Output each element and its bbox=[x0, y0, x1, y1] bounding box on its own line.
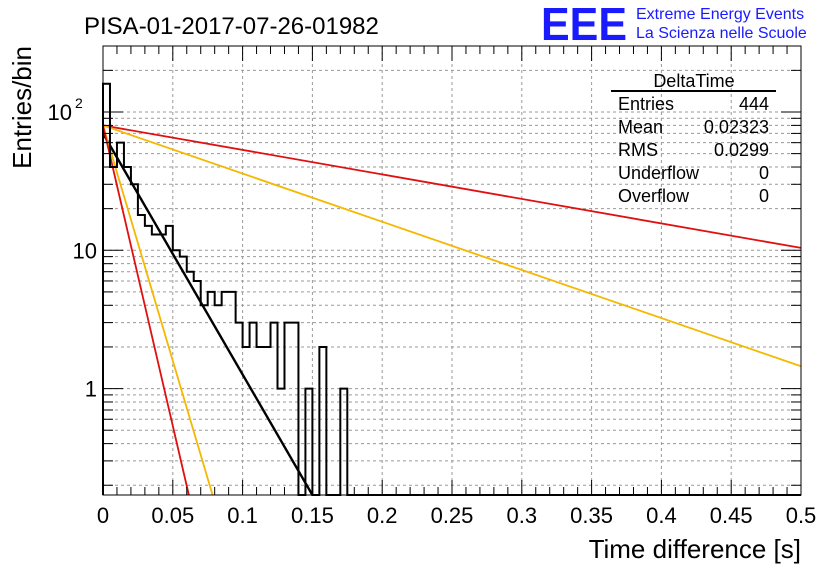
logo-line2: La Scienza nelle Scuole bbox=[636, 25, 807, 42]
stats-label-underflow: Underflow bbox=[618, 163, 700, 183]
x-tick-label: 0.2 bbox=[367, 503, 398, 528]
stats-label-entries: Entries bbox=[618, 94, 674, 114]
y-tick-label: 10 bbox=[48, 100, 72, 125]
histogram-outline bbox=[102, 82, 801, 496]
fit-curve bbox=[102, 124, 802, 249]
x-tick-labels: 0 0.05 0.1 0.15 0.2 0.25 0.3 0.35 0.4 0.45 0.5 bbox=[97, 503, 816, 528]
histogram bbox=[102, 82, 801, 496]
x-tick-label: 0.35 bbox=[570, 503, 613, 528]
y-tick-label: 1 bbox=[85, 377, 97, 402]
stats-value-overflow: 0 bbox=[759, 186, 769, 206]
x-tick-label: 0.1 bbox=[227, 503, 258, 528]
x-tick-label: 0.3 bbox=[507, 503, 538, 528]
grid bbox=[102, 45, 802, 495]
y-tick-label: 10 bbox=[73, 238, 97, 263]
stats-value-rms: 0.0299 bbox=[714, 140, 769, 160]
x-tick-label: 0.5 bbox=[786, 503, 817, 528]
stats-label-overflow: Overflow bbox=[618, 186, 690, 206]
x-tick-label: 0.4 bbox=[646, 503, 677, 528]
stats-label-mean: Mean bbox=[618, 117, 663, 137]
stats-value-entries: 444 bbox=[739, 94, 769, 114]
x-tick-label: 0 bbox=[97, 503, 109, 528]
x-tick-label: 0.15 bbox=[291, 503, 334, 528]
stats-label-rms: RMS bbox=[618, 140, 658, 160]
stats-box: DeltaTime Entries 444 Mean 0.02323 RMS 0… bbox=[611, 71, 776, 206]
x-tick-label: 0.25 bbox=[431, 503, 474, 528]
stats-value-mean: 0.02323 bbox=[704, 117, 769, 137]
fit-curve bbox=[102, 124, 802, 368]
stats-title: DeltaTime bbox=[653, 71, 734, 91]
x-tick-label: 0.05 bbox=[151, 503, 194, 528]
stats-value-underflow: 0 bbox=[759, 163, 769, 183]
chart-title: PISA-01-2017-07-26-01982 bbox=[84, 13, 379, 40]
logo-letters: EEE bbox=[541, 0, 627, 50]
logo-line1: Extreme Energy Events bbox=[636, 6, 804, 23]
fit-curve bbox=[102, 125, 190, 496]
eee-logo: EEE Extreme Energy Events La Scienza nel… bbox=[541, 0, 807, 50]
y-tick-label-exponent: 2 bbox=[75, 95, 83, 111]
y-axis-label: Entries/bin bbox=[7, 46, 37, 169]
x-tick-label: 0.45 bbox=[710, 503, 753, 528]
axis-ticks bbox=[102, 45, 802, 495]
x-axis-label: Time difference [s] bbox=[589, 534, 801, 564]
fit-curve bbox=[102, 125, 214, 496]
